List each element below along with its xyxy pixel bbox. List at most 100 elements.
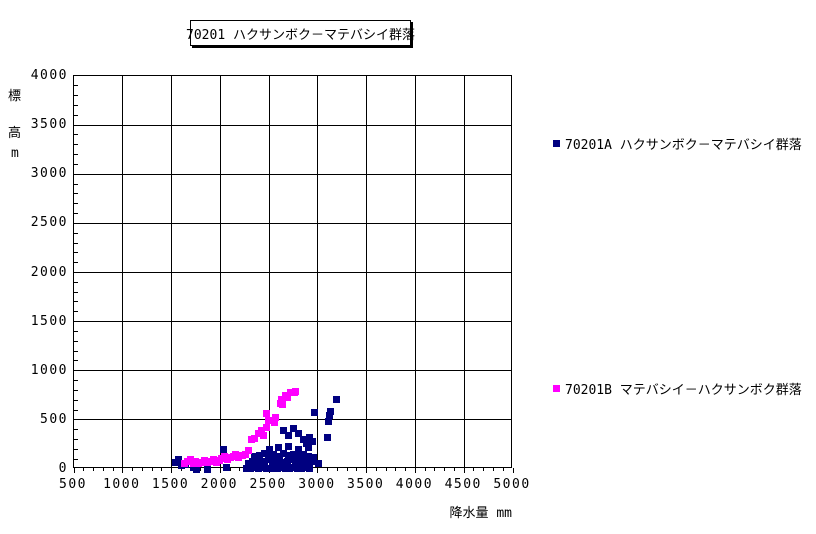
y-minor-tick (74, 448, 78, 450)
data-point-series-a (260, 449, 268, 457)
data-point-series-a (299, 456, 307, 464)
x-minor-tick (161, 468, 163, 471)
x-major-tick (463, 468, 465, 473)
grid-line-vertical (219, 76, 221, 467)
data-point-series-a (291, 459, 299, 467)
x-tick-label: 2000 (200, 477, 238, 492)
data-point-series-a (304, 452, 312, 460)
x-minor-tick (102, 468, 104, 471)
grid-line-vertical (317, 76, 319, 467)
x-axis-title: 降水量 mm (449, 506, 512, 521)
data-point-series-a (245, 459, 253, 467)
data-point-series-b (257, 427, 265, 435)
data-point-series-b (278, 395, 286, 403)
data-point-series-a (278, 463, 286, 471)
data-point-series-b (287, 388, 295, 396)
data-point-series-a (305, 434, 313, 442)
x-tick-label: 4000 (395, 477, 434, 492)
data-point-series-b (279, 400, 287, 408)
data-point-series-a (266, 465, 274, 472)
data-point-series-a (247, 465, 255, 472)
y-minor-tick (74, 163, 78, 165)
grid-line-vertical (122, 76, 124, 467)
grid-line-horizontal (74, 419, 511, 421)
data-point-series-a (305, 464, 313, 472)
x-major-tick (414, 468, 416, 473)
x-minor-tick (395, 468, 397, 471)
data-point-series-a (219, 445, 227, 453)
data-point-series-b (186, 455, 194, 463)
data-point-series-a (294, 453, 302, 461)
x-major-tick (366, 468, 368, 473)
y-minor-tick (74, 281, 78, 283)
y-axis-title-char: m (11, 146, 19, 161)
y-axis-title-char: 高 (8, 126, 22, 141)
x-minor-tick (385, 468, 387, 471)
data-point-series-a (308, 437, 316, 445)
x-minor-tick (141, 468, 143, 471)
y-tick-label: 1000 (30, 362, 68, 378)
grid-line-vertical (171, 76, 173, 467)
data-point-series-a (294, 429, 302, 437)
x-major-tick (122, 468, 124, 473)
x-minor-tick (83, 468, 85, 471)
data-point-series-b (259, 432, 267, 440)
y-minor-tick (74, 144, 78, 146)
x-minor-tick (346, 468, 348, 471)
data-point-series-a (256, 459, 264, 467)
data-point-series-a (299, 451, 307, 459)
data-point-series-a (255, 451, 263, 459)
x-minor-tick (502, 468, 504, 471)
x-minor-tick (473, 468, 475, 471)
data-point-series-a (290, 450, 297, 458)
grid-line-horizontal (74, 321, 511, 323)
series-b-marker-icon (553, 385, 560, 392)
y-tick-label: 4000 (30, 68, 68, 83)
data-point-series-a (254, 465, 262, 472)
y-minor-tick (74, 252, 78, 254)
y-tick-label: 3000 (30, 166, 68, 182)
data-point-series-b (284, 394, 292, 402)
data-point-series-a (285, 432, 293, 440)
x-minor-tick (434, 468, 436, 471)
y-minor-tick (74, 193, 78, 195)
grid-line-horizontal (74, 124, 511, 126)
data-point-series-a (285, 452, 293, 460)
x-minor-tick (483, 468, 485, 471)
data-point-series-a (265, 452, 273, 460)
y-tick-label: 500 (40, 411, 68, 427)
data-point-series-a (258, 463, 266, 471)
data-point-series-a (262, 464, 270, 472)
data-point-series-a (250, 453, 258, 461)
data-point-series-a (275, 453, 283, 461)
grid-line-horizontal (74, 272, 511, 273)
data-point-series-a (272, 458, 280, 466)
data-point-series-a (325, 418, 333, 426)
y-minor-tick (74, 330, 78, 332)
y-minor-tick (74, 389, 78, 391)
grid-line-horizontal (74, 370, 511, 372)
x-minor-tick (356, 468, 358, 471)
y-minor-tick (74, 95, 78, 97)
y-minor-tick (74, 134, 78, 136)
series-a-marker-icon (553, 140, 560, 147)
data-point-series-a (286, 465, 294, 472)
x-tick-label: 500 (59, 477, 87, 492)
data-point-series-a (249, 458, 257, 466)
data-point-series-b (271, 419, 279, 427)
data-point-series-a (297, 465, 305, 472)
y-minor-tick (74, 360, 78, 362)
x-minor-tick (200, 468, 202, 471)
x-tick-label: 1500 (151, 477, 190, 492)
grid-line-vertical (463, 76, 465, 467)
y-minor-tick (74, 154, 78, 156)
data-point-series-a (303, 459, 311, 467)
data-point-series-a (315, 459, 323, 467)
x-minor-tick (453, 468, 455, 471)
y-minor-tick (74, 262, 78, 264)
chart-title: 70201 ハクサンボク－マテバシイ群落 (186, 20, 415, 46)
data-point-series-a (265, 445, 273, 453)
data-point-series-a (294, 445, 302, 453)
data-point-series-a (270, 464, 278, 472)
data-point-series-a (295, 458, 303, 466)
